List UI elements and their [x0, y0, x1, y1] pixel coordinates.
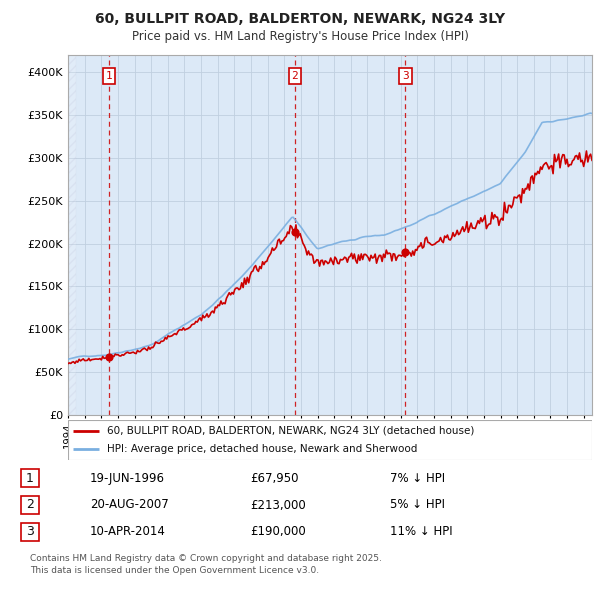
Text: 1: 1	[106, 71, 112, 81]
Text: £190,000: £190,000	[250, 525, 306, 538]
Text: 20-AUG-2007: 20-AUG-2007	[90, 499, 169, 512]
Text: 60, BULLPIT ROAD, BALDERTON, NEWARK, NG24 3LY (detached house): 60, BULLPIT ROAD, BALDERTON, NEWARK, NG2…	[107, 426, 475, 436]
Text: 10-APR-2014: 10-APR-2014	[90, 525, 166, 538]
Text: 11% ↓ HPI: 11% ↓ HPI	[390, 525, 452, 538]
Text: HPI: Average price, detached house, Newark and Sherwood: HPI: Average price, detached house, Newa…	[107, 444, 418, 454]
Text: 60, BULLPIT ROAD, BALDERTON, NEWARK, NG24 3LY: 60, BULLPIT ROAD, BALDERTON, NEWARK, NG2…	[95, 12, 505, 26]
Text: 7% ↓ HPI: 7% ↓ HPI	[390, 472, 445, 485]
FancyBboxPatch shape	[21, 523, 39, 540]
Text: 19-JUN-1996: 19-JUN-1996	[90, 472, 165, 485]
Point	[401, 247, 410, 257]
Text: 2: 2	[292, 71, 298, 81]
Text: £67,950: £67,950	[250, 472, 299, 485]
FancyBboxPatch shape	[21, 496, 39, 514]
Text: Price paid vs. HM Land Registry's House Price Index (HPI): Price paid vs. HM Land Registry's House …	[131, 30, 469, 43]
FancyBboxPatch shape	[21, 469, 39, 487]
Text: 3: 3	[402, 71, 409, 81]
Text: 3: 3	[26, 525, 34, 538]
Text: Contains HM Land Registry data © Crown copyright and database right 2025.
This d: Contains HM Land Registry data © Crown c…	[30, 555, 382, 575]
Point	[290, 228, 300, 237]
FancyBboxPatch shape	[68, 420, 592, 460]
Text: 5% ↓ HPI: 5% ↓ HPI	[390, 499, 445, 512]
Point	[104, 352, 114, 362]
Text: 1: 1	[26, 472, 34, 485]
Bar	[68, 55, 76, 415]
Text: 2: 2	[26, 499, 34, 512]
Text: £213,000: £213,000	[250, 499, 306, 512]
